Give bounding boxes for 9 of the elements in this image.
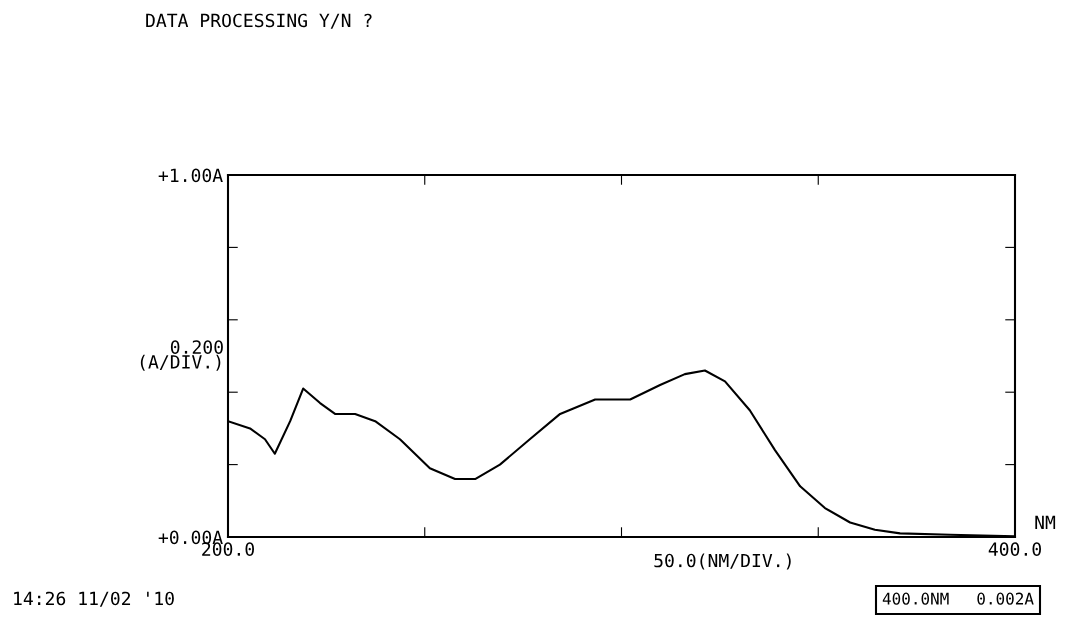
text: NM <box>1035 515 1056 530</box>
text: 0.002A <box>977 592 1034 605</box>
y-tick-label: +1.00A <box>158 168 223 183</box>
text: 14:26 11/02 '10 <box>14 591 174 607</box>
x-tick-label: 400.0 <box>988 542 1042 556</box>
y-axis-title: 0.200 (A/DIV.) <box>140 340 223 371</box>
x-axis-title: 50.0(NM/DIV.) <box>654 553 791 570</box>
text: 400.0NM <box>882 592 949 605</box>
chart-title: DATA PROCESSING Y/N ? <box>146 13 372 29</box>
